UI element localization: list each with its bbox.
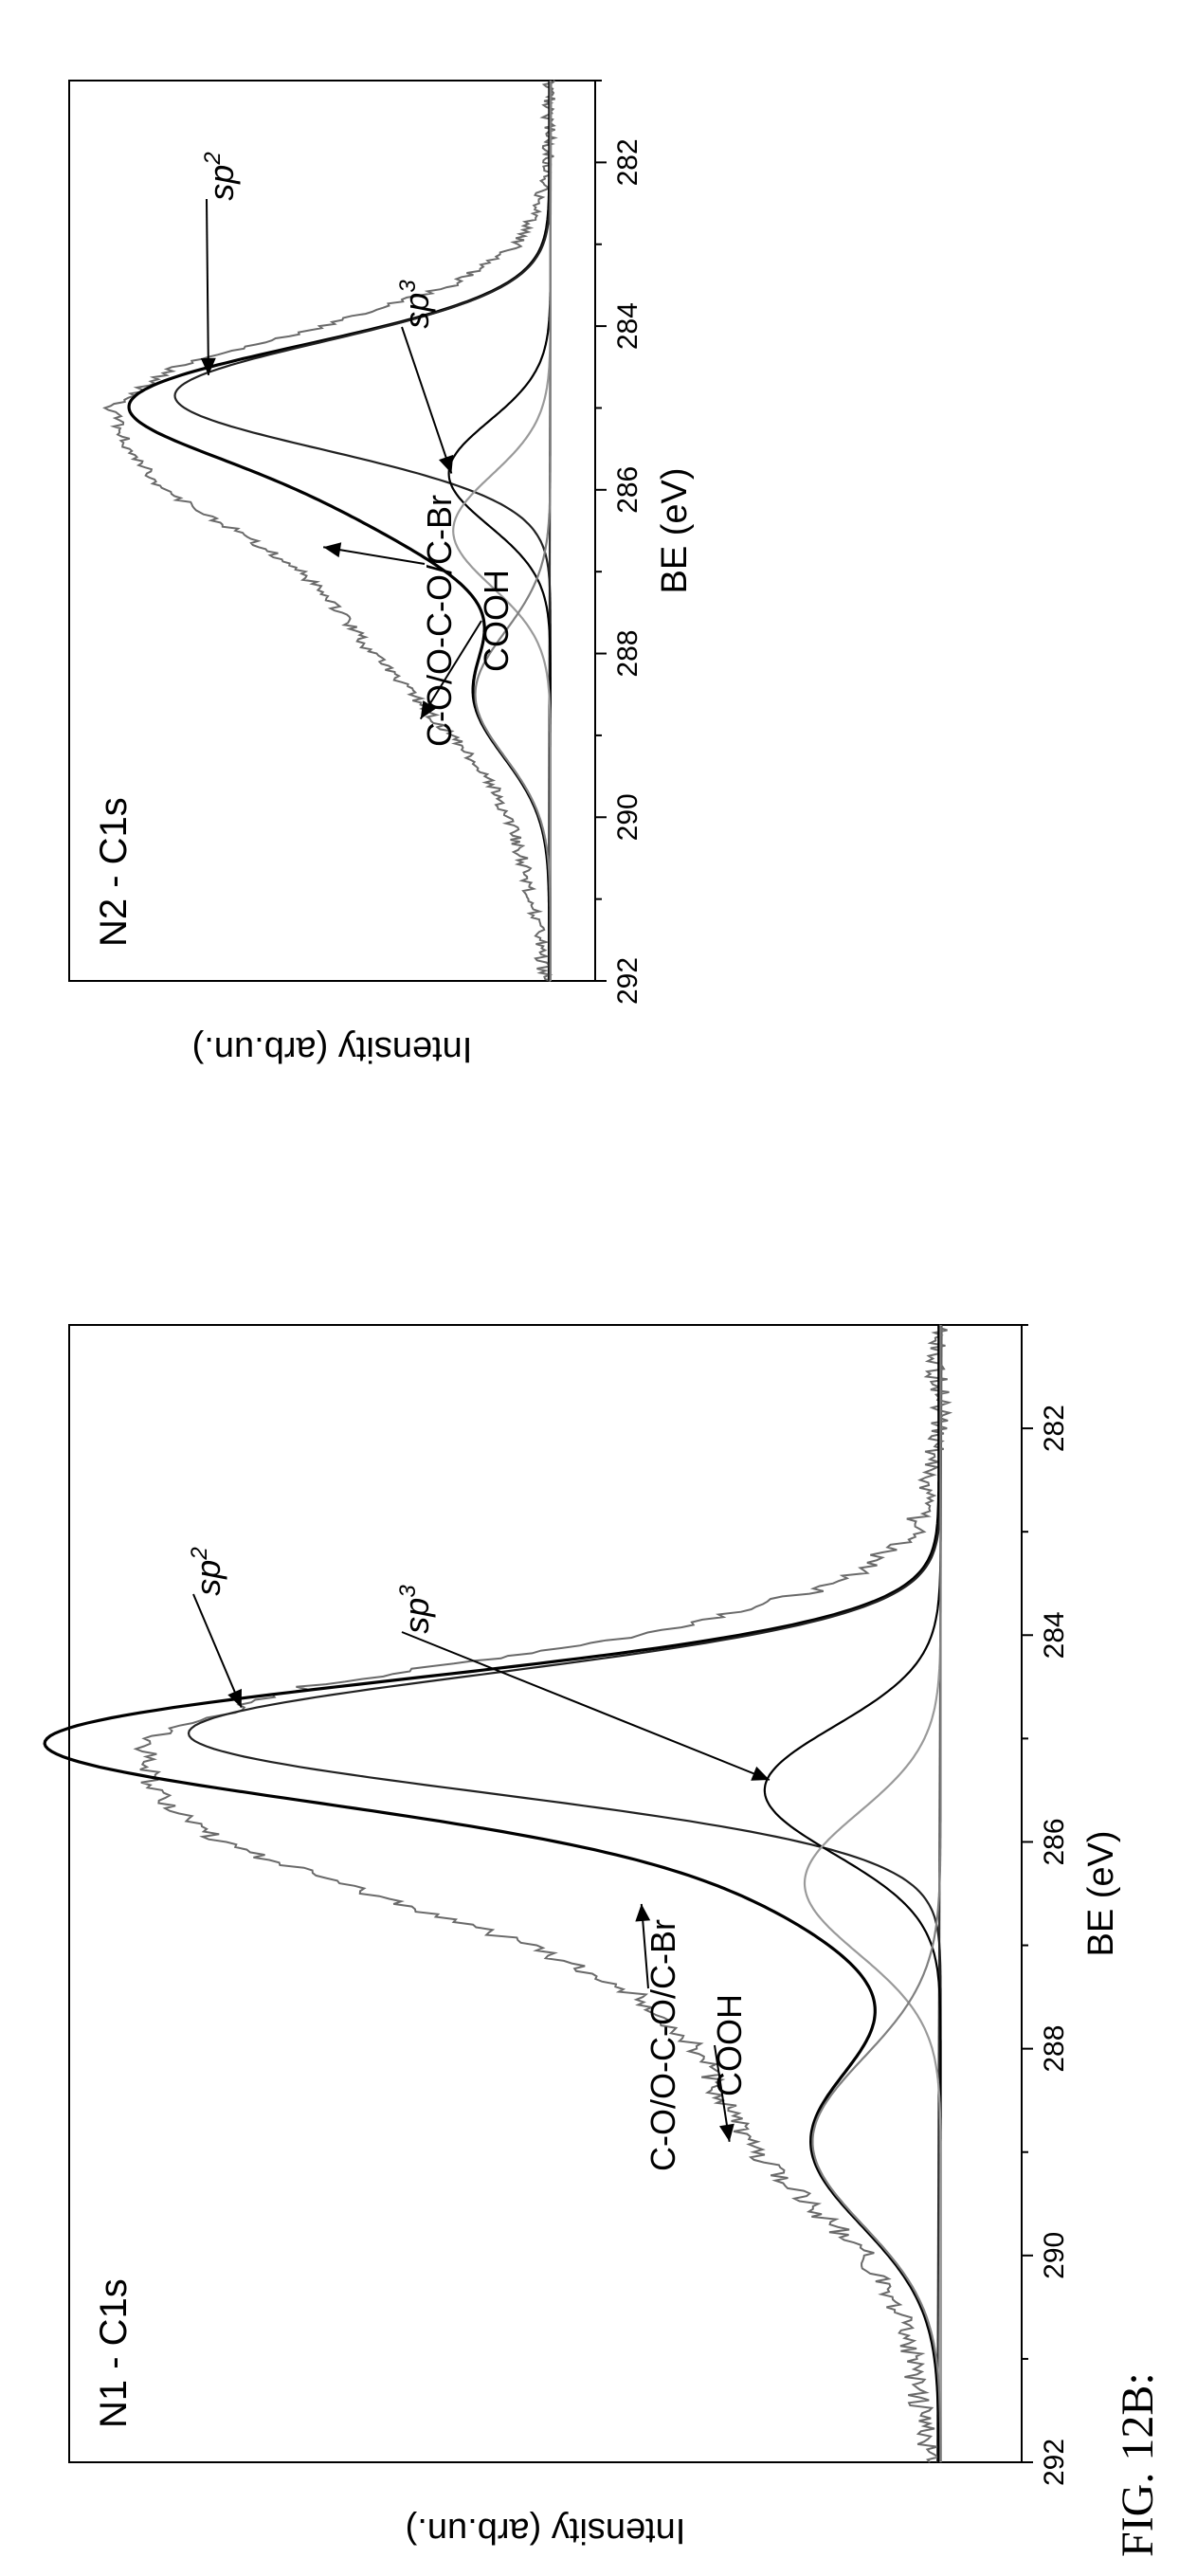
annotation-sp3: sp3 <box>395 280 436 329</box>
annotation-arrow <box>401 1631 771 1781</box>
annotation-arrow <box>206 198 209 375</box>
component-cooh <box>811 1325 942 2463</box>
annotation-arrow <box>401 326 453 474</box>
component-cooh <box>474 81 552 981</box>
annotation-superscript: 2 <box>200 152 226 165</box>
x-axis-title: BE (eV) <box>655 467 695 593</box>
panel-title: N1 - C1s <box>93 2278 135 2428</box>
x-tick-label: 286 <box>1039 1818 1070 1865</box>
annotation-superscript: 3 <box>395 1585 421 1598</box>
annotation-arrow <box>323 546 426 565</box>
annotation-arrowhead <box>719 2123 735 2142</box>
annotation-c-o-o-c-o-c-br: C-O/O-C-O/C-Br <box>644 1919 682 2171</box>
chart-panel-1: 292 290 288 286 284 282 BE (eV) Intensity (arb.… <box>43 1324 1121 2550</box>
annotation-sp3: sp3 <box>395 1585 436 1634</box>
x-tick-label: 288 <box>1039 2025 1070 2073</box>
x-tick-label: 282 <box>1039 1405 1070 1452</box>
plot-frame <box>68 1324 1023 2463</box>
x-tick-label: 284 <box>612 302 644 350</box>
x-tick-label: 286 <box>612 466 644 514</box>
annotation-cooh: COOH <box>710 1994 749 2096</box>
annotation-arrowhead <box>635 1903 651 1922</box>
annotation-arrowhead <box>751 1766 770 1781</box>
measured-spectrum <box>133 1324 953 2463</box>
chart-panels: 292 290 288 286 284 282 BE (eV) Intensity (arb.… <box>43 80 1121 2550</box>
measured-spectrum <box>102 80 558 982</box>
annotation-superscript: 2 <box>187 1547 212 1560</box>
x-tick-label: 284 <box>1039 1611 1070 1659</box>
x-tick-label: 288 <box>612 630 644 678</box>
chart-panel-2: 292 290 288 286 284 282 BE (eV) Intensity (arb.… <box>68 80 695 1069</box>
annotation-arrow <box>192 1593 243 1709</box>
figure-label: FIG. 12B: <box>1113 2372 1163 2557</box>
annotation-arrowhead <box>227 1688 242 1708</box>
x-tick-label: 292 <box>1039 2439 1070 2486</box>
annotation-superscript: 3 <box>395 280 421 293</box>
x-axis-title: BE (eV) <box>1081 1830 1121 1956</box>
annotation-arrowhead <box>200 357 216 375</box>
x-tick-label: 290 <box>1039 2232 1070 2279</box>
y-axis-title: Intensity (arb.un.) <box>192 1029 473 1069</box>
annotation-arrow <box>419 620 482 720</box>
x-tick-label: 282 <box>612 138 644 186</box>
plot-frame <box>68 80 596 982</box>
annotation-arrowhead <box>439 454 454 474</box>
annotation-arrowhead <box>323 542 342 558</box>
annotation-cooh: COOH <box>477 570 516 672</box>
x-tick-label: 292 <box>612 957 644 1005</box>
fit-envelope <box>43 1325 941 2462</box>
annotation-sp2: sp2 <box>200 152 241 200</box>
component-sp2 <box>187 1325 942 2462</box>
annotation-sp2: sp2 <box>187 1547 227 1595</box>
x-tick-label: 290 <box>612 793 644 841</box>
fit-envelope <box>127 81 552 981</box>
panel-title: N2 - C1s <box>93 797 135 947</box>
annotation-arrowhead <box>420 700 436 719</box>
y-axis-title: Intensity (arb.un.) <box>406 2511 686 2550</box>
